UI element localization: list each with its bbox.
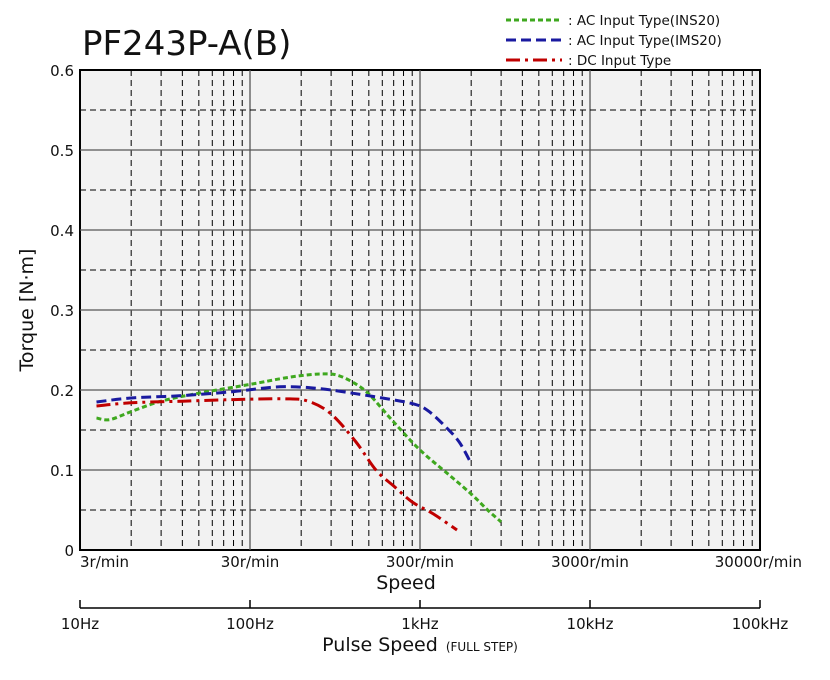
pulse-axis-label: Pulse Speed — [322, 634, 438, 656]
pulse-tick-label: 10Hz — [61, 615, 99, 633]
y-tick-label: 0.1 — [50, 462, 74, 480]
chart-title: PF243P-A(B) — [82, 24, 291, 64]
pulse-tick-label: 100Hz — [226, 615, 274, 633]
x-axis-title: Speed — [376, 572, 436, 594]
pulse-tick-label: 10kHz — [567, 615, 614, 633]
series-line-2 — [96, 397, 458, 532]
series-group — [96, 372, 503, 532]
y-tick-label: 0.3 — [50, 302, 74, 320]
y-tick-label: 0 — [64, 542, 74, 560]
x-tick-label: 3r/min — [80, 553, 129, 571]
x-tick-label: 30000r/min — [715, 553, 802, 571]
pulse-tick-label: 1kHz — [401, 615, 439, 633]
legend-label-dc: : DC Input Type — [568, 53, 671, 69]
x-tick-label: 3000r/min — [551, 553, 629, 571]
legend-label-ims20: : AC Input Type(IMS20) — [568, 33, 722, 49]
pulse-axis-title: Pulse Speed (FULL STEP) — [322, 634, 518, 656]
x-tick-label: 30r/min — [221, 553, 280, 571]
y-axis-title: Torque [N·m] — [16, 249, 38, 373]
pulse-axis: 10Hz 100Hz 1kHz 10kHz 100kHz Pulse Speed (FUL… — [61, 600, 788, 656]
pulse-tick-label: 100kHz — [732, 615, 789, 633]
x-tick-labels: 3r/min 30r/min 300r/min 3000r/min 30000r/min — [80, 553, 802, 571]
y-tick-labels: 0 0.1 0.2 0.3 0.4 0.5 0.6 — [50, 62, 74, 560]
legend-label-ins20: : AC Input Type(INS20) — [568, 13, 720, 29]
grid — [80, 70, 760, 550]
legend: : AC Input Type(INS20) : AC Input Type(I… — [506, 13, 722, 69]
y-tick-label: 0.6 — [50, 62, 74, 80]
y-tick-label: 0.4 — [50, 222, 74, 240]
pulse-ticks: 10Hz 100Hz 1kHz 10kHz 100kHz — [61, 600, 788, 633]
series-line-1 — [96, 385, 473, 465]
y-tick-label: 0.5 — [50, 142, 74, 160]
pulse-axis-note: (FULL STEP) — [446, 640, 518, 654]
y-tick-label: 0.2 — [50, 382, 74, 400]
x-tick-label: 300r/min — [386, 553, 454, 571]
